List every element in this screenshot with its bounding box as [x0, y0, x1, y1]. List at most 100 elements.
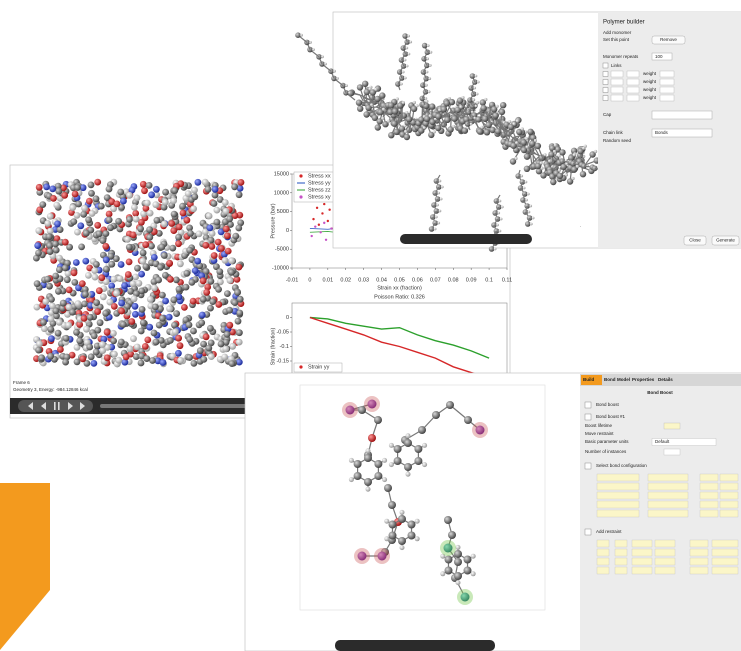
atom — [111, 351, 118, 358]
atom — [508, 120, 511, 123]
table-cell — [655, 549, 675, 556]
expander[interactable] — [585, 414, 591, 420]
atom — [477, 128, 483, 134]
atom — [151, 330, 158, 337]
atom — [92, 274, 99, 281]
atom — [55, 288, 62, 295]
atom — [102, 243, 109, 250]
atom — [572, 177, 575, 180]
atom — [142, 343, 149, 350]
atom — [515, 141, 518, 144]
legend-swatch — [299, 365, 302, 368]
atom — [379, 92, 385, 98]
atom — [104, 354, 111, 361]
atom — [106, 211, 113, 218]
atom — [398, 515, 406, 523]
atom — [374, 472, 382, 480]
table-cell — [720, 510, 738, 517]
pause-button[interactable] — [54, 402, 56, 410]
x-tick-label: 0.1 — [485, 277, 493, 283]
lifetime-input[interactable] — [664, 423, 680, 429]
atom — [524, 166, 530, 172]
atom — [76, 337, 83, 344]
atom — [144, 337, 151, 344]
atom — [416, 104, 419, 107]
panel-title: Polymer builder — [603, 20, 645, 26]
weight-input[interactable] — [660, 71, 674, 77]
section-label: Bond boost #1 — [596, 414, 626, 419]
select[interactable] — [611, 79, 623, 85]
tab-label[interactable]: Model — [617, 377, 630, 382]
atom — [190, 298, 197, 305]
tab-label[interactable]: Properties — [632, 377, 655, 382]
atom — [48, 335, 55, 342]
atom — [143, 355, 150, 362]
expander[interactable] — [585, 463, 591, 469]
y-axis-label: Pressure (bar) — [270, 203, 276, 238]
table-cell — [655, 567, 675, 574]
instances-input[interactable] — [664, 449, 680, 455]
atom — [57, 346, 64, 353]
atom — [471, 111, 474, 114]
atom — [167, 337, 174, 344]
atom — [79, 280, 86, 287]
checkbox[interactable] — [603, 88, 608, 93]
x-tick-label: 0.11 — [502, 277, 512, 283]
viewer-toolbar[interactable] — [335, 640, 495, 651]
expander[interactable] — [585, 529, 591, 535]
select[interactable] — [611, 71, 623, 77]
select[interactable] — [627, 71, 639, 77]
atom — [114, 201, 121, 208]
select[interactable] — [611, 95, 623, 101]
checkbox[interactable] — [603, 72, 608, 77]
atom — [181, 304, 188, 311]
atom — [80, 211, 87, 218]
atom — [582, 147, 585, 150]
atom — [223, 208, 230, 215]
cap-select[interactable] — [652, 111, 712, 119]
checkbox[interactable] — [603, 80, 608, 85]
atom — [161, 221, 168, 228]
timeline-slider[interactable] — [100, 404, 250, 408]
atom — [161, 252, 168, 259]
table-cell — [655, 540, 675, 547]
atom — [115, 218, 122, 225]
pause-button[interactable] — [58, 402, 60, 410]
atom — [103, 266, 110, 273]
expander[interactable] — [585, 402, 591, 408]
tab-label[interactable]: Details — [658, 377, 673, 382]
viewer-toolbar[interactable] — [400, 234, 532, 244]
tab-label[interactable]: Bond — [604, 377, 616, 382]
atom — [74, 212, 81, 219]
atom — [406, 116, 412, 122]
atom — [436, 204, 439, 207]
weight-input[interactable] — [660, 87, 674, 93]
atom — [425, 84, 428, 87]
atom — [147, 210, 154, 217]
atom — [65, 322, 72, 329]
weight-input[interactable] — [660, 79, 674, 85]
atom — [88, 190, 95, 197]
atom — [214, 219, 221, 226]
atom — [409, 41, 412, 44]
data-point — [325, 239, 327, 241]
checkbox[interactable] — [603, 63, 608, 68]
label: Number of instances — [585, 449, 627, 454]
select[interactable] — [627, 95, 639, 101]
select[interactable] — [627, 87, 639, 93]
atom — [93, 349, 100, 356]
caption: Geometry 3, Energy: -984.12846 kcal — [13, 387, 88, 392]
select[interactable] — [611, 87, 623, 93]
table-cell — [700, 474, 718, 481]
atom — [388, 132, 394, 138]
weight-input[interactable] — [660, 95, 674, 101]
select-value: Default — [655, 439, 670, 444]
label: Monomer repeats — [603, 54, 639, 59]
atom — [594, 150, 597, 153]
atom — [94, 308, 101, 315]
atom — [153, 186, 160, 193]
tab-label[interactable]: Build — [583, 377, 594, 382]
data-point — [316, 207, 318, 209]
checkbox[interactable] — [603, 96, 608, 101]
select[interactable] — [627, 79, 639, 85]
